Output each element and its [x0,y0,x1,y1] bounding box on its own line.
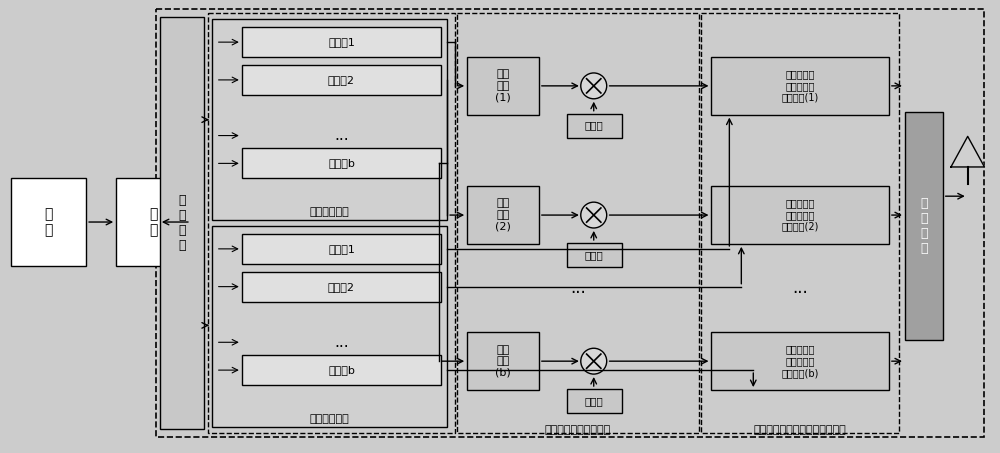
Bar [242,355,441,385]
Circle shape [581,202,607,228]
Bar [242,27,441,57]
Bar [242,234,441,264]
Bar [701,13,899,433]
Text: 数据块1: 数据块1 [328,244,355,254]
Bar [467,333,539,390]
Bar [905,112,943,340]
Text: 位置预调数据: 位置预调数据 [310,414,349,424]
Text: 直扩预调数据: 直扩预调数据 [310,207,349,217]
Text: ...: ... [570,279,586,297]
Bar [242,65,441,95]
Text: 扩频调制码
元二次时移
位置调制(2): 扩频调制码 元二次时移 位置调制(2) [781,198,819,231]
Circle shape [581,348,607,374]
Text: 一次直扩序列扩频调制: 一次直扩序列扩频调制 [545,425,611,435]
Text: 数据
调制
(1): 数据 调制 (1) [495,69,511,102]
Bar [711,186,889,244]
Text: 扩频码: 扩频码 [585,120,604,130]
Text: ...: ... [792,279,808,297]
Text: 扩频调制码
元二次时移
位置调制(1): 扩频调制码 元二次时移 位置调制(1) [782,69,819,102]
Text: 数据块2: 数据块2 [328,75,355,85]
Bar [457,13,699,433]
Bar [567,389,622,413]
Text: 数据块1: 数据块1 [328,37,355,47]
Text: 扩频调制码元二次时移位置调制: 扩频调制码元二次时移位置调制 [754,425,847,435]
Text: 扩频调制码
元二次时移
位置调制(b): 扩频调制码 元二次时移 位置调制(b) [781,345,819,378]
Circle shape [581,73,607,99]
Bar [242,149,441,178]
Bar [711,333,889,390]
Text: 扩频码: 扩频码 [585,250,604,260]
Polygon shape [951,136,984,167]
Text: 数据块2: 数据块2 [328,282,355,292]
Bar [208,13,455,433]
Bar [116,178,191,266]
Bar [212,226,447,427]
Text: 数据块b: 数据块b [328,365,355,375]
Text: 数据
调制
(2): 数据 调制 (2) [495,198,511,231]
Bar [711,57,889,115]
Text: 数
据
分
组: 数 据 分 组 [178,194,186,252]
Bar [467,186,539,244]
Text: ...: ... [334,335,349,350]
Text: 分
帧: 分 帧 [149,207,158,237]
Text: 时
域
叠
加: 时 域 叠 加 [920,197,928,255]
Bar [467,57,539,115]
Text: 数据
调制
(b): 数据 调制 (b) [495,345,511,378]
Text: 扩频码: 扩频码 [585,396,604,406]
Text: 信
源: 信 源 [45,207,53,237]
Bar [212,19,447,220]
Text: ...: ... [334,128,349,143]
Bar [242,272,441,302]
Bar [567,114,622,138]
Text: 数据块b: 数据块b [328,159,355,169]
Bar [160,17,204,429]
Bar [11,178,86,266]
Bar [567,243,622,267]
Bar [156,10,984,437]
